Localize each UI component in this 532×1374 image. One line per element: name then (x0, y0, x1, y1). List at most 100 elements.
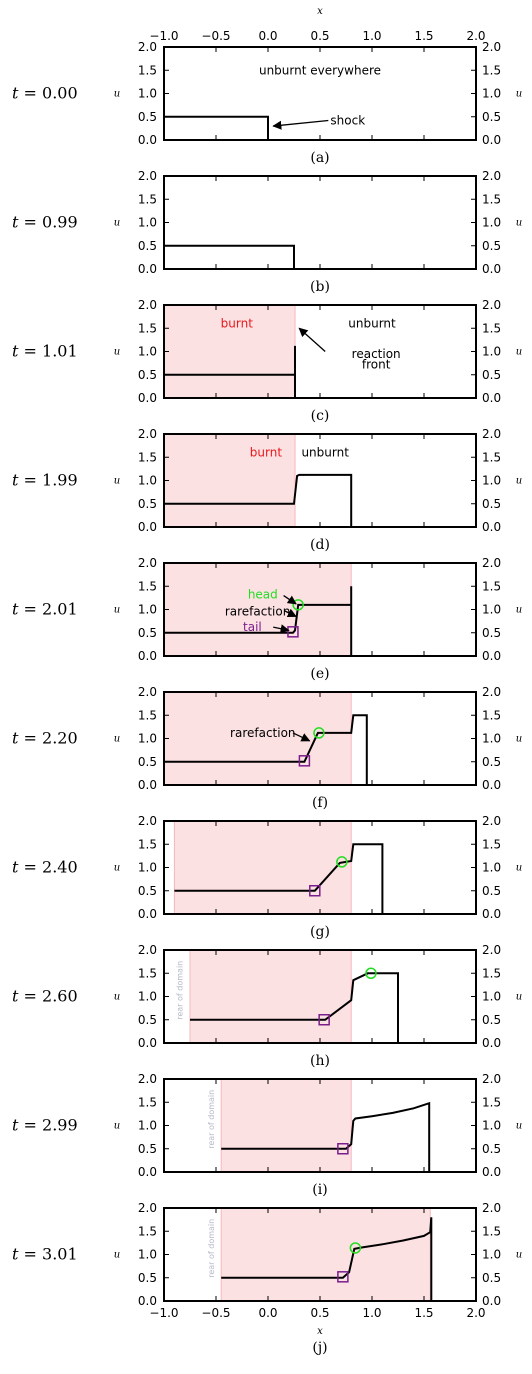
annotation-front: front (362, 358, 391, 372)
y-tick-label-left: 1.0 (138, 345, 157, 359)
panel-a: −1.0 −0.5 0.0 0.5 1.0 1.5 2.0 0.0 0.0 0.5 0.5 1.0 1.… (12, 6, 522, 166)
annotation-reaction: reaction (352, 347, 401, 361)
annotation-arrow (272, 119, 329, 130)
t-label: t = 2.20 (12, 729, 78, 748)
plot-frame (163, 433, 477, 528)
y-tick-label-left: 1.0 (138, 603, 157, 617)
x-tick-label: −1.0 (149, 1306, 178, 1320)
y-axis-label-left: u (114, 347, 120, 358)
panel-f: 0.0 0.0 0.5 0.5 1.0 1.0 1.5 1.5 2.0 2.0 u u t = 2.20… (12, 685, 522, 811)
y-axis-label-left: u (114, 476, 120, 487)
y-tick-label-right: 2.0 (482, 40, 501, 54)
x-tick-label: 0.0 (258, 29, 277, 43)
y-tick-label-right: 1.0 (482, 1248, 501, 1262)
annotation-tail: tail (243, 620, 262, 634)
t-label: t = 2.40 (12, 858, 78, 877)
t-label: t = 3.01 (12, 1245, 78, 1264)
y-tick-label-left: 0.5 (138, 1142, 157, 1156)
y-tick-label-right: 0.0 (482, 907, 501, 921)
y-tick-label-left: 0.5 (138, 884, 157, 898)
y-tick-label-right: 2.0 (482, 814, 501, 828)
y-axis-label-right: u (516, 734, 522, 745)
y-tick-label-right: 1.5 (482, 837, 501, 851)
annotation-arrow (273, 624, 290, 634)
tail-marker (337, 1271, 349, 1283)
plot-frame (163, 820, 477, 915)
y-axis-label-left: u (114, 992, 120, 1003)
plot-frame (163, 949, 477, 1044)
annotation-rarefaction: rarefaction (225, 604, 291, 618)
plot-frame (163, 1078, 477, 1173)
y-tick-label-left: 1.5 (138, 63, 157, 77)
y-tick-label-right: 2.0 (482, 556, 501, 570)
y-tick-label-left: 0.0 (138, 649, 157, 663)
y-tick-label-right: 2.0 (482, 169, 501, 183)
y-tick-label-right: 1.5 (482, 1224, 501, 1238)
y-tick-label-right: 2.0 (482, 427, 501, 441)
y-tick-label-left: 2.0 (138, 169, 157, 183)
y-tick-label-left: 1.5 (138, 579, 157, 593)
y-tick-label-right: 0.0 (482, 649, 501, 663)
y-axis-label-right: u (516, 605, 522, 616)
y-tick-label-right: 1.0 (482, 1119, 501, 1133)
y-tick-label-right: 0.5 (482, 626, 501, 640)
plot-frame (163, 1207, 477, 1302)
y-tick-label-right: 2.0 (482, 685, 501, 699)
plot-frame (163, 304, 477, 399)
head-marker (336, 856, 348, 868)
panel-caption: (g) (310, 924, 330, 940)
y-tick-label-left: 2.0 (138, 814, 157, 828)
tail-marker (298, 755, 311, 767)
y-tick-label-left: 2.0 (138, 556, 157, 570)
y-tick-label-right: 1.5 (482, 1095, 501, 1109)
y-tick-label-left: 0.0 (138, 1294, 157, 1308)
annotation-burnt: burnt (221, 317, 254, 331)
y-tick-label-right: 0.0 (482, 391, 501, 405)
y-axis-label-left: u (114, 605, 120, 616)
burnt-region (189, 949, 352, 1044)
solution-line (164, 586, 353, 656)
solution-line (164, 714, 368, 785)
y-axis-label-right: u (516, 476, 522, 487)
panel-j: −1.0 −0.5 0.0 0.5 1.0 1.5 2.00.0 0.00.5 0.51.0 1.… (12, 1201, 522, 1356)
annotation-head: head (248, 588, 278, 602)
y-tick-label-right: 1.0 (482, 732, 501, 746)
y-tick-label-right: 1.5 (482, 966, 501, 980)
y-axis-label-left: u (114, 1250, 120, 1261)
solution-line (164, 115, 269, 140)
y-tick-label-left: 1.5 (138, 450, 157, 464)
x-axis-label: x (317, 6, 323, 17)
annotation-arrow (284, 608, 297, 618)
y-axis-label-right: u (516, 89, 522, 100)
x-tick-label: 1.5 (414, 29, 433, 43)
y-tick-label-left: 1.0 (138, 861, 157, 875)
panel-e: 0.0 0.0 0.5 0.5 1.0 1.0 1.5 1.5 2.0 2.0 u u t = 2.01… (12, 556, 522, 682)
t-label: t = 0.99 (12, 213, 78, 232)
solution-line (174, 843, 384, 914)
y-tick-label-left: 0.5 (138, 368, 157, 382)
y-tick-label-left: 2.0 (138, 1201, 157, 1215)
x-tick-label: 1.0 (362, 29, 381, 43)
y-tick-label-right: 0.5 (482, 497, 501, 511)
y-tick-label-left: 0.0 (138, 1036, 157, 1050)
y-tick-label-left: 0.0 (138, 907, 157, 921)
y-tick-label-left: 0.0 (138, 1165, 157, 1179)
y-tick-label-right: 2.0 (482, 298, 501, 312)
y-axis-label-right: u (516, 218, 522, 229)
y-tick-label-left: 0.0 (138, 778, 157, 792)
burnt-region (220, 1207, 431, 1302)
plot-frame (163, 691, 477, 786)
y-axis-label-right: u (516, 1121, 522, 1132)
t-label: t = 0.00 (12, 84, 78, 103)
y-tick-label-left: 0.0 (138, 133, 157, 147)
y-tick-label-right: 0.5 (482, 368, 501, 382)
x-tick-label: 1.0 (362, 1306, 381, 1320)
y-tick-label-left: 1.5 (138, 1224, 157, 1238)
annotation-arrow (292, 732, 311, 742)
y-tick-label-left: 1.0 (138, 474, 157, 488)
y-tick-label-right: 1.5 (482, 321, 501, 335)
y-tick-label-left: 2.0 (138, 40, 157, 54)
x-tick-label: −0.5 (201, 29, 230, 43)
y-tick-label-right: 0.5 (482, 1013, 501, 1027)
